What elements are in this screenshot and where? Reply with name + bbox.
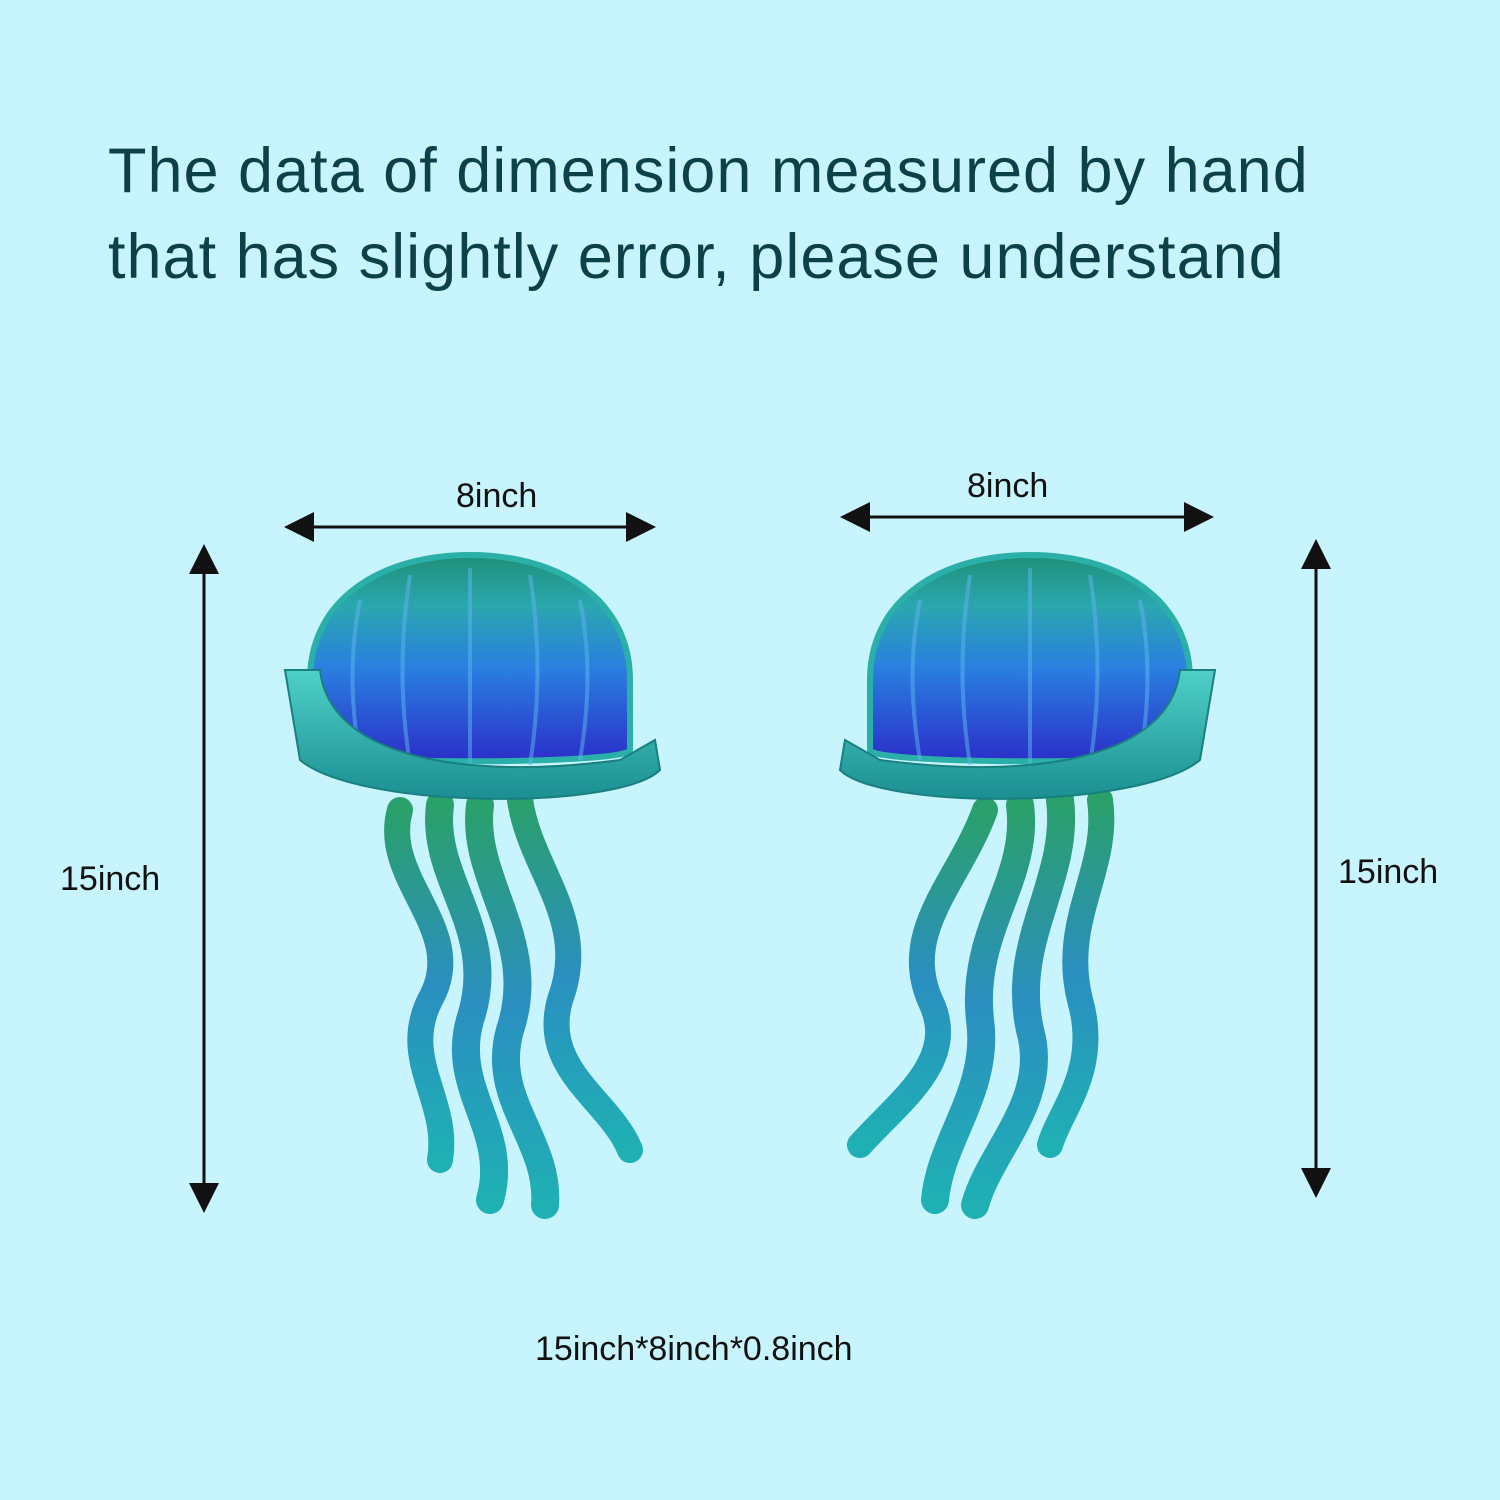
jellyfish-left-icon (283, 551, 662, 1219)
overall-dimensions: 15inch*8inch*0.8inch (535, 1330, 853, 1368)
left-width-label: 8inch (456, 477, 538, 515)
headline-line-1: The data of dimension measured by hand (108, 136, 1309, 206)
headline-line-2: that has slightly error, please understa… (108, 222, 1285, 292)
left-height-label: 15inch (60, 860, 161, 898)
jellyfish-right-icon (838, 551, 1217, 1219)
right-width-label: 8inch (967, 467, 1049, 505)
headline: The data of dimension measured by hand t… (108, 128, 1448, 300)
right-height-label: 15inch (1338, 853, 1439, 891)
